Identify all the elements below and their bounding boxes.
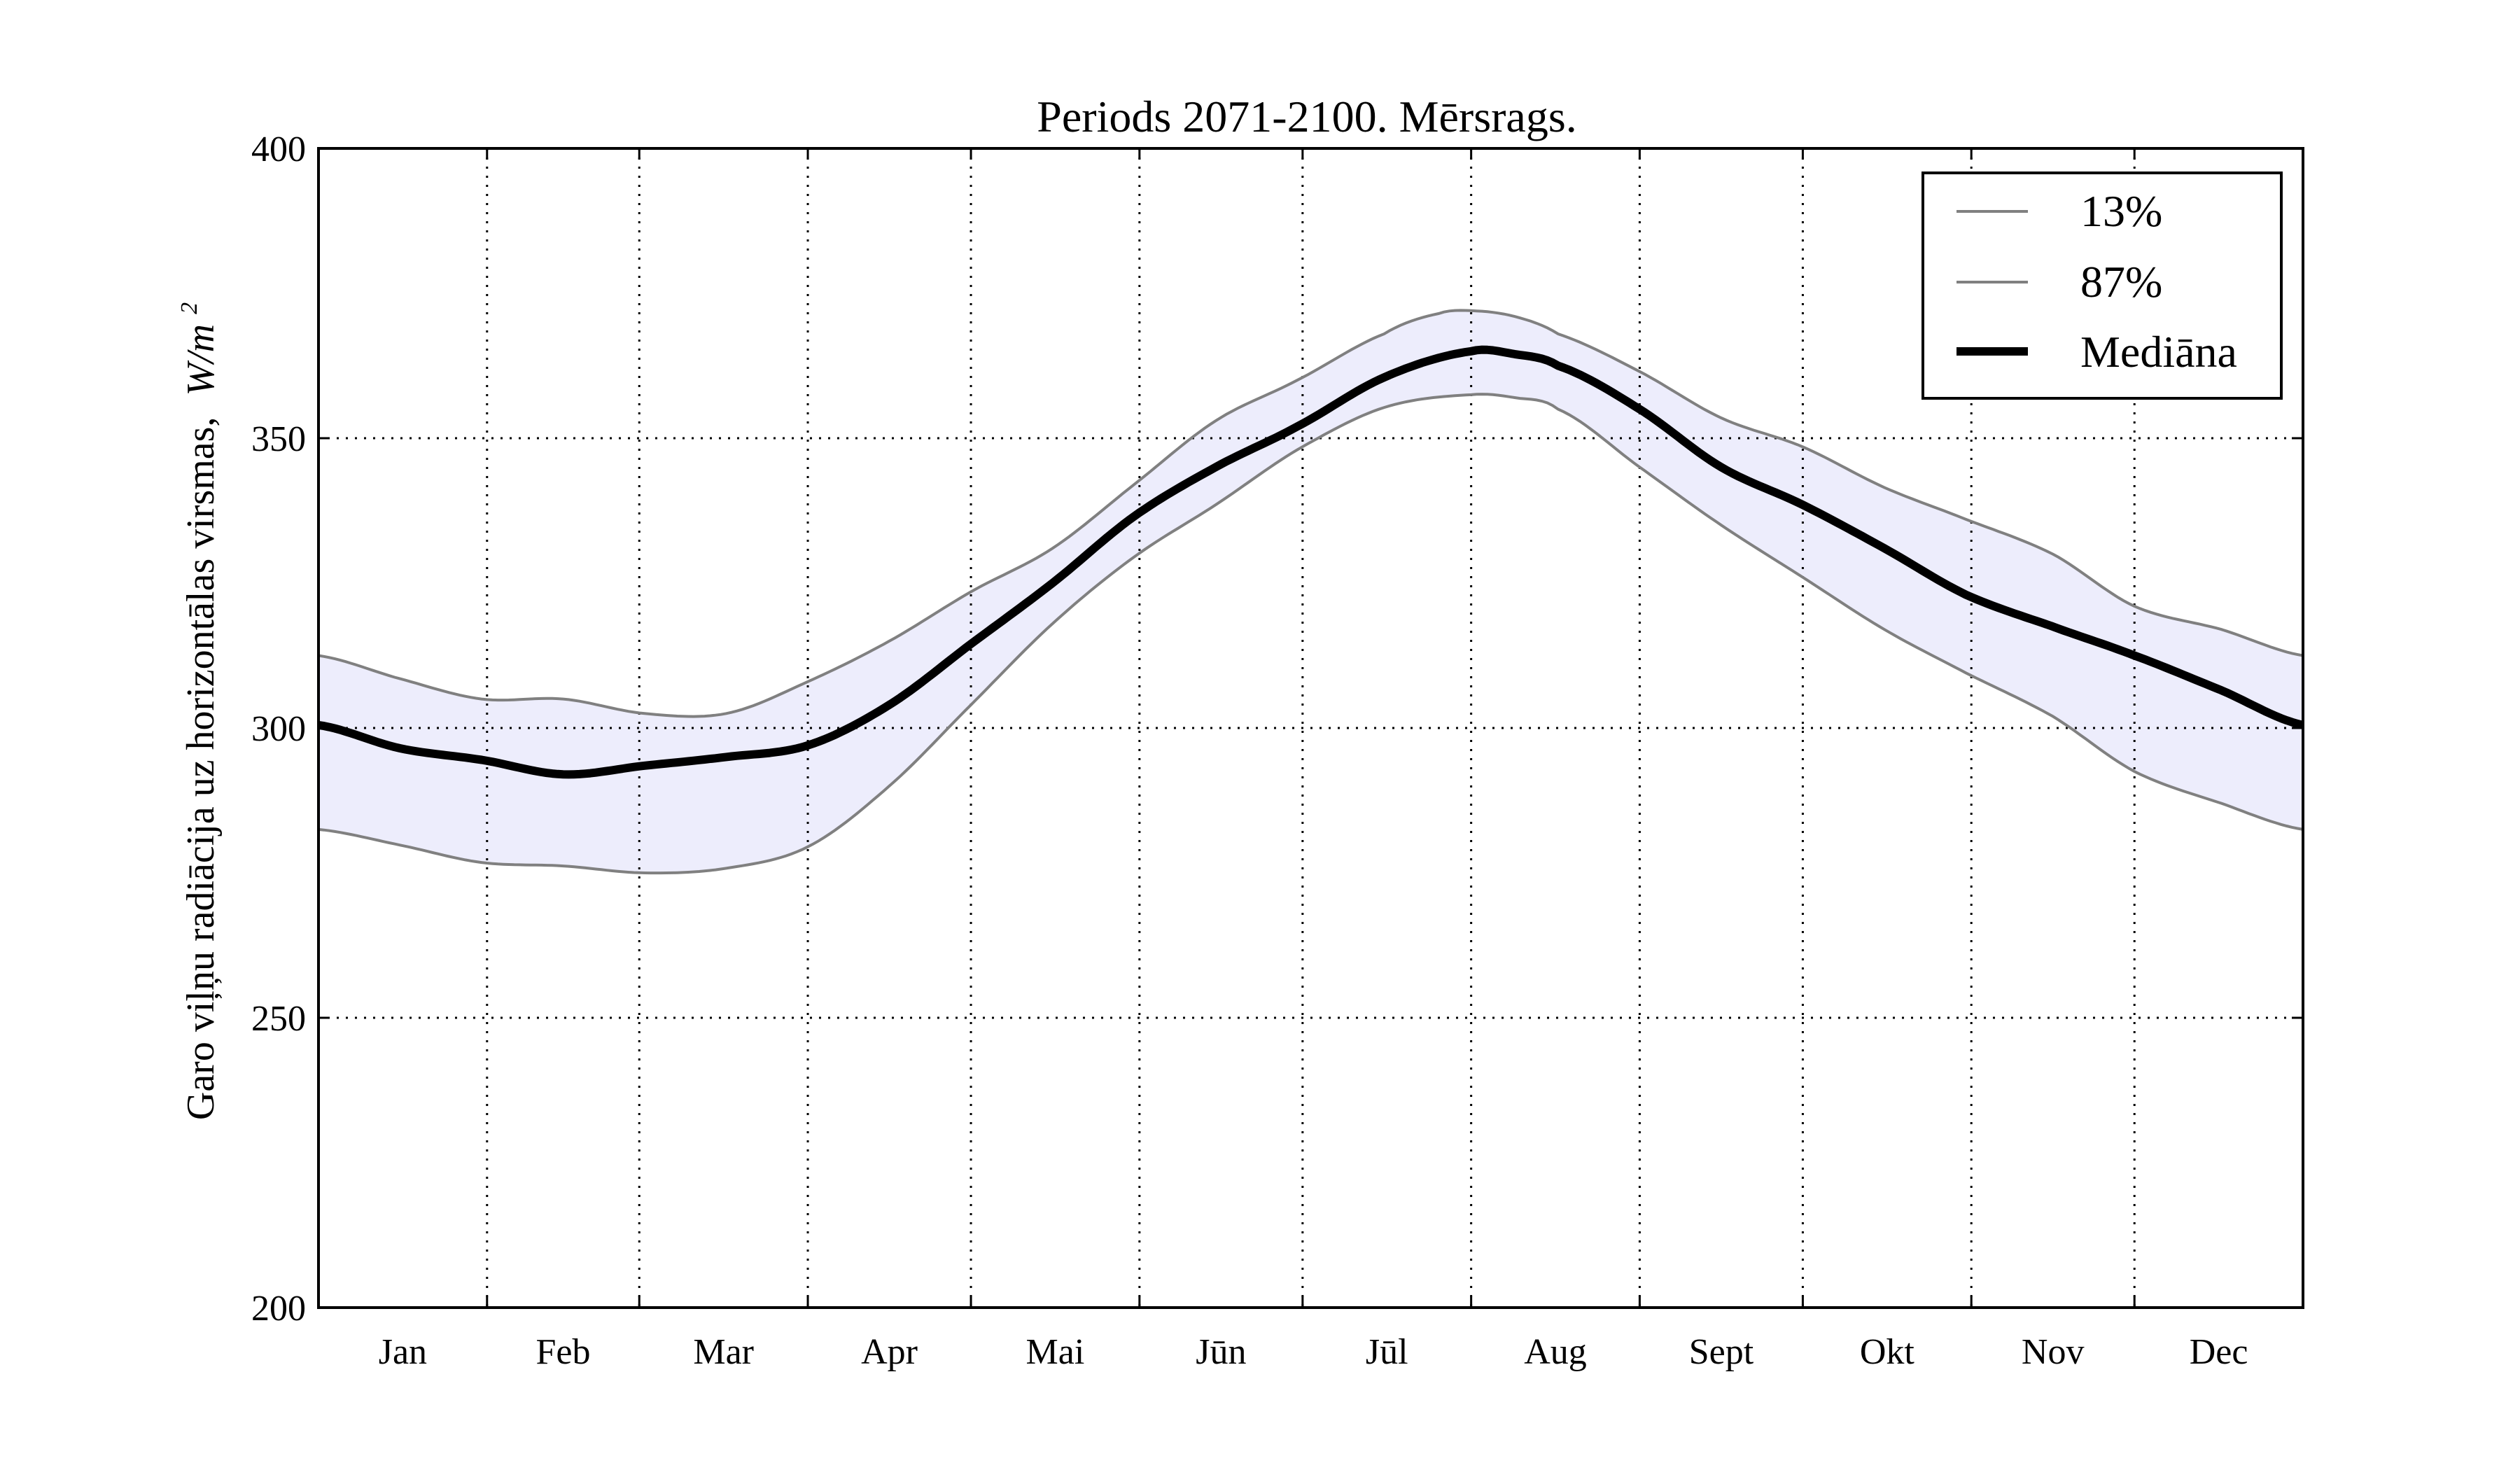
x-tick-label-aug: Aug [1524,1332,1587,1372]
percentile-band [318,310,2303,874]
y-tick-label-300: 300 [251,709,306,749]
x-tick-label-nov: Nov [2022,1332,2085,1372]
chart-title: Periods 2071-2100. Mērsrags. [1037,92,1576,141]
y-axis-label: Garo viļņu radiācija uz horizontālas vir… [176,302,223,1120]
series-line-87pct [318,309,2304,718]
legend: 13% 87% Mediāna [1921,172,2283,400]
y-tick-label-350: 350 [251,419,306,459]
x-tick-label-okt: Okt [1860,1332,1915,1372]
x-tick-label-jūn: Jūn [1196,1332,1246,1372]
x-tick-label-feb: Feb [536,1332,591,1372]
x-tick-label-dec: Dec [2190,1332,2248,1372]
y-axis-label-unit-exponent: 2 [176,302,202,314]
y-tick-label-250: 250 [251,999,306,1039]
legend-label-median: Mediāna [2080,327,2237,377]
x-tick-label-mar: Mar [693,1332,754,1372]
series-line-median [318,345,2304,779]
plot-area: 200 250 300 350 400 Jan Feb Mar Apr Mai Jūn Jūl Aug S… [251,130,2304,1372]
y-tick-label-200: 200 [251,1289,306,1329]
x-tick-label-jūl: Jūl [1366,1332,1408,1372]
x-tick-label-jan: Jan [379,1332,427,1372]
series-line-13pct [318,393,2304,875]
legend-label-13pct: 13% [2080,186,2162,236]
y-axis-label-text: Garo viļņu radiācija uz horizontālas vir… [179,417,223,1121]
x-tick-label-apr: Apr [861,1332,918,1372]
x-tick-label-mai: Mai [1026,1332,1085,1372]
x-tick-label-sept: Sept [1689,1332,1754,1372]
y-tick-label-400: 400 [251,130,306,169]
legend-label-87pct: 87% [2080,257,2162,307]
y-axis-label-unit: W/m [179,324,223,396]
